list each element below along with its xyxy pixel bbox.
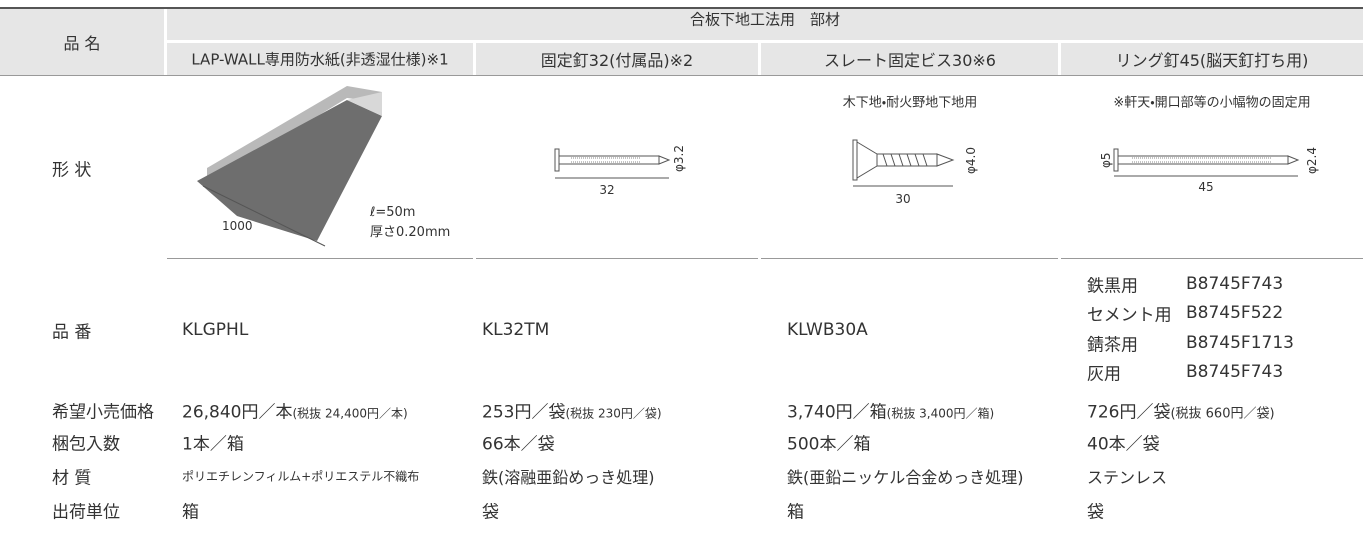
roll-end — [347, 92, 382, 116]
header-cell — [1061, 43, 1363, 75]
part-number: KL32TM — [482, 320, 550, 340]
unit: 袋 — [1087, 502, 1104, 523]
price-value: 726円／袋 — [1087, 402, 1171, 423]
variant-label: セメント用 — [1087, 305, 1172, 326]
quantity: 66本／袋 — [482, 434, 555, 455]
part-number: KLWB30A — [787, 320, 868, 340]
shape-text: 32 — [599, 183, 614, 197]
row-label: 出荷単位 — [52, 502, 120, 523]
shape-text: φ4.0 — [964, 147, 978, 174]
shape-text: ℓ=50m — [369, 205, 415, 220]
quantity: 500本／箱 — [787, 434, 871, 455]
material: 鉄(溶融亜鉛めっき処理) — [482, 468, 655, 487]
note: ※軒天・開口部等の小幅物の固定用 — [1113, 95, 1311, 111]
shape-drawings: 1000 ℓ=50m 厚さ0.20mm 32 φ3.2 30 φ4.0 φ5 4… — [197, 86, 1319, 247]
dimension-line — [202, 185, 326, 247]
quantity: 1本／箱 — [182, 434, 244, 455]
screw-30: 30 φ4.0 — [852, 139, 978, 206]
shape-text: 30 — [895, 192, 910, 206]
price-note: (税抜 660円／袋) — [1170, 406, 1275, 422]
shape-text: φ2.4 — [1305, 147, 1319, 174]
price: 3,740円／箱(税抜 3,400円／箱) — [787, 398, 994, 423]
product-name: スレート固定ビス30※6 — [824, 51, 996, 70]
variant-code: B8745F743 — [1186, 362, 1284, 382]
variant-code: B8745F1713 — [1186, 333, 1294, 353]
rule — [0, 75, 1363, 76]
rule — [476, 258, 758, 259]
variant-label: 鉄黒用 — [1087, 276, 1138, 297]
row-label: 希望小売価格 — [52, 402, 154, 423]
nail-32: 32 φ3.2 — [554, 145, 686, 197]
top-rule — [0, 7, 1363, 9]
price: 726円／袋(税抜 660円／袋) — [1087, 398, 1275, 423]
ring-nail-45: φ5 45 φ2.4 — [1099, 147, 1319, 194]
header-label: 品 名 — [63, 34, 101, 53]
product-name: 固定釘32(付属品)※2 — [540, 51, 694, 70]
variant-code: B8745F743 — [1186, 274, 1284, 294]
shape-text: 1000 — [222, 219, 253, 233]
material: ステンレス — [1087, 468, 1168, 487]
unit: 箱 — [182, 502, 199, 523]
header-group: 合板下地工法用 部材 — [689, 10, 841, 29]
row-label: 梱包入数 — [52, 434, 120, 455]
price-value: 3,740円／箱 — [787, 402, 887, 423]
product-name: リング釘45(脳天釘打ち用) — [1115, 51, 1309, 70]
rule — [761, 258, 1058, 259]
product-name: LAP-WALL専用防水紙(非透湿仕様)※1 — [191, 50, 449, 69]
row-label: 形 状 — [52, 160, 92, 181]
shape-text: 厚さ0.20mm — [370, 225, 450, 240]
header-cell — [167, 9, 1363, 40]
shape-text: φ5 — [1099, 152, 1113, 168]
shape-text: 45 — [1198, 180, 1213, 194]
quantity: 40本／袋 — [1087, 434, 1160, 455]
header-cell — [0, 9, 164, 75]
price-note: (税抜 230円／袋) — [565, 406, 662, 421]
unit: 袋 — [482, 502, 499, 523]
header-cell — [167, 43, 473, 75]
note: 木下地・耐火野地下地用 — [842, 95, 978, 111]
shape-text: φ3.2 — [672, 145, 686, 172]
material: ポリエチレンフィルム+ポリエステル不織布 — [182, 469, 420, 484]
row-label: 品 番 — [52, 322, 92, 343]
price: 26,840円／本(税抜 24,400円／本) — [182, 398, 408, 423]
variant-label: 灰用 — [1087, 364, 1121, 385]
part-number: KLGPHL — [182, 320, 249, 340]
price-value: 253円／袋 — [482, 402, 566, 423]
variant-code: B8745F522 — [1186, 303, 1284, 323]
roll-top — [207, 86, 382, 184]
price: 253円／袋(税抜 230円／袋) — [482, 398, 662, 423]
header-cell — [761, 43, 1058, 75]
rule — [1061, 258, 1363, 259]
variant-label: 錆茶用 — [1087, 335, 1138, 356]
price-note: (税抜 3,400円／箱) — [886, 406, 995, 421]
row-label: 材 質 — [52, 468, 92, 489]
price-value: 26,840円／本 — [182, 402, 293, 423]
unit: 箱 — [787, 502, 804, 523]
header-cell — [476, 43, 758, 75]
price-note: (税抜 24,400円／本) — [292, 406, 408, 421]
material: 鉄(亜鉛ニッケル合金めっき処理) — [787, 468, 1024, 487]
rule — [167, 258, 473, 259]
